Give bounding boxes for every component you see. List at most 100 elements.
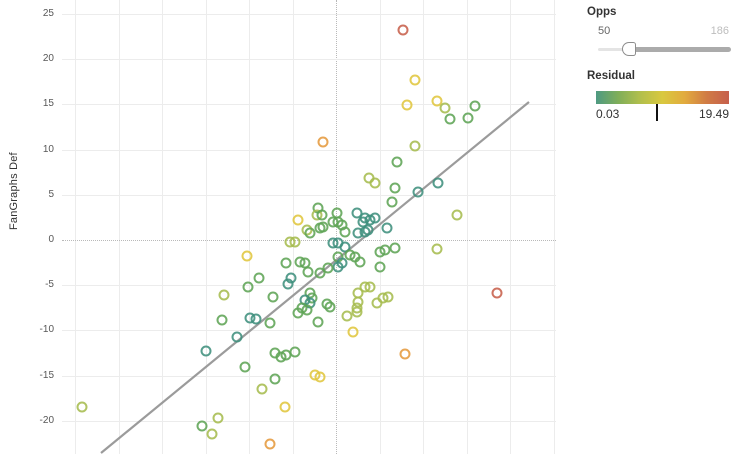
data-point[interactable]: [314, 267, 326, 279]
residual-min-value: 0.03: [596, 107, 620, 121]
data-point[interactable]: [491, 287, 503, 299]
gridline-vertical: [292, 0, 294, 454]
data-point[interactable]: [451, 209, 463, 221]
gridline-horizontal: [62, 285, 556, 287]
data-point[interactable]: [469, 100, 481, 112]
data-point[interactable]: [374, 261, 386, 273]
y-tick-label: -5: [45, 279, 54, 291]
data-point[interactable]: [264, 317, 276, 329]
data-point[interactable]: [432, 177, 444, 189]
data-point[interactable]: [369, 212, 381, 224]
data-point[interactable]: [314, 222, 326, 234]
gridline-horizontal: [62, 330, 556, 332]
data-point[interactable]: [292, 307, 304, 319]
y-tick-label: -10: [39, 324, 54, 336]
data-point[interactable]: [304, 227, 316, 239]
data-point[interactable]: [371, 297, 383, 309]
data-point[interactable]: [312, 316, 324, 328]
residual-gradient-tick[interactable]: [655, 104, 658, 121]
data-point[interactable]: [196, 420, 208, 432]
data-point[interactable]: [200, 345, 212, 357]
data-point[interactable]: [397, 24, 409, 36]
data-point[interactable]: [250, 313, 262, 325]
data-point[interactable]: [352, 296, 364, 308]
data-point[interactable]: [269, 373, 281, 385]
data-point[interactable]: [439, 102, 451, 114]
data-point[interactable]: [409, 74, 421, 86]
data-point[interactable]: [289, 346, 301, 358]
data-point[interactable]: [316, 209, 328, 221]
residual-legend-card: Residual 0.03 19.49: [587, 70, 729, 121]
data-point[interactable]: [347, 326, 359, 338]
gridline-horizontal: [62, 14, 556, 15]
data-point[interactable]: [391, 156, 403, 168]
gridline-vertical: [423, 0, 424, 454]
data-point[interactable]: [216, 314, 228, 326]
data-point[interactable]: [321, 298, 333, 310]
residual-gradient-bar[interactable]: [596, 91, 729, 121]
data-point[interactable]: [231, 331, 243, 343]
data-point[interactable]: [206, 428, 218, 440]
data-point[interactable]: [431, 243, 443, 255]
gridline-vertical: [249, 0, 250, 454]
data-point[interactable]: [302, 266, 314, 278]
data-point[interactable]: [444, 113, 456, 125]
data-point[interactable]: [239, 361, 251, 373]
gridline-horizontal: [62, 149, 556, 151]
data-point[interactable]: [354, 256, 366, 268]
data-point[interactable]: [280, 257, 292, 269]
data-point[interactable]: [389, 182, 401, 194]
opps-slider[interactable]: [587, 41, 731, 57]
data-point[interactable]: [253, 272, 265, 284]
data-point[interactable]: [364, 281, 376, 293]
data-point[interactable]: [431, 95, 443, 107]
data-point[interactable]: [389, 242, 401, 254]
legend-panel: Opps 50 186 Residual 0.03 19.49: [580, 0, 736, 454]
gridline-horizontal: [62, 104, 556, 106]
data-point[interactable]: [341, 310, 353, 322]
gridline-vertical: [510, 0, 511, 454]
y-tick-label: 15: [42, 98, 54, 110]
data-point[interactable]: [317, 136, 329, 148]
plot-area: FanGraphs Def 25 20 15 10 5 0 -5 -10 -15 -20: [8, 0, 556, 454]
data-point[interactable]: [76, 401, 88, 413]
data-point[interactable]: [332, 261, 344, 273]
residual-range-labels: 0.03 19.49: [596, 107, 729, 121]
data-point[interactable]: [241, 250, 253, 262]
gridline-vertical: [162, 0, 163, 454]
opps-slider-track-active[interactable]: [631, 47, 731, 52]
data-point[interactable]: [409, 140, 421, 152]
data-point[interactable]: [267, 291, 279, 303]
data-point[interactable]: [359, 212, 371, 224]
data-point[interactable]: [289, 236, 301, 248]
data-point[interactable]: [412, 186, 424, 198]
data-point[interactable]: [314, 371, 326, 383]
data-point[interactable]: [218, 289, 230, 301]
data-point[interactable]: [386, 196, 398, 208]
data-point[interactable]: [401, 99, 413, 111]
data-point[interactable]: [381, 222, 393, 234]
gridline-horizontal: [62, 420, 556, 422]
data-point[interactable]: [282, 278, 294, 290]
opps-slider-handle[interactable]: [621, 42, 636, 56]
data-point[interactable]: [359, 226, 371, 238]
data-point[interactable]: [339, 226, 351, 238]
data-point[interactable]: [322, 262, 334, 274]
data-point[interactable]: [369, 177, 381, 189]
y-tick-label: 0: [48, 234, 54, 245]
opps-min-value: 50: [598, 25, 611, 37]
gridline-vertical: [118, 0, 120, 454]
data-point[interactable]: [264, 438, 276, 450]
gridline-horizontal: [62, 59, 556, 61]
data-point[interactable]: [212, 412, 224, 424]
data-point[interactable]: [256, 383, 268, 395]
opps-slider-track-inactive[interactable]: [598, 48, 626, 51]
data-point[interactable]: [382, 291, 394, 303]
data-point[interactable]: [292, 214, 304, 226]
data-point[interactable]: [242, 281, 254, 293]
data-point[interactable]: [351, 306, 363, 318]
data-point[interactable]: [279, 401, 291, 413]
data-point[interactable]: [462, 112, 474, 124]
data-point[interactable]: [399, 348, 411, 360]
